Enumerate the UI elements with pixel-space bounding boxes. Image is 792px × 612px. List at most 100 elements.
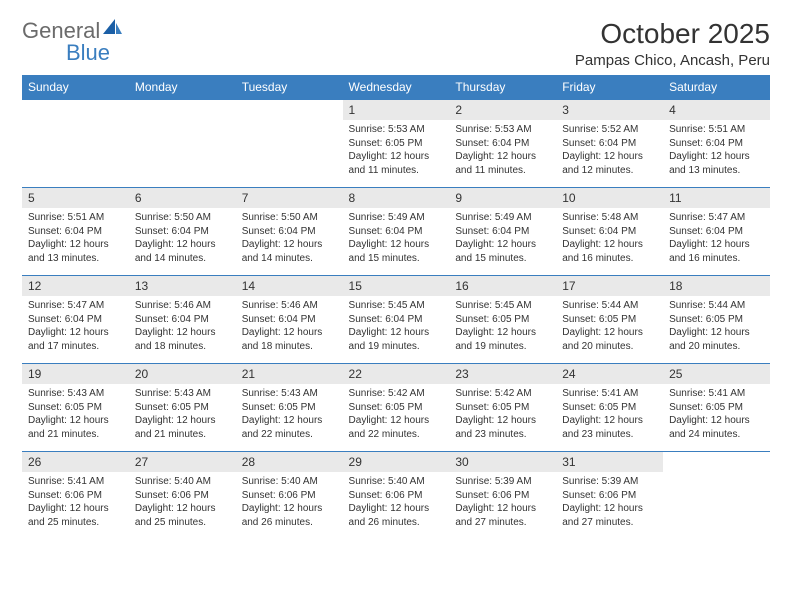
week-row: 19Sunrise: 5:43 AMSunset: 6:05 PMDayligh… <box>22 364 770 452</box>
sunrise-text: Sunrise: 5:48 AM <box>562 211 657 225</box>
daylight-text-1: Daylight: 12 hours <box>242 502 337 516</box>
sunrise-text: Sunrise: 5:40 AM <box>349 475 444 489</box>
day-cell: 11Sunrise: 5:47 AMSunset: 6:04 PMDayligh… <box>663 188 770 276</box>
day-cell: 13Sunrise: 5:46 AMSunset: 6:04 PMDayligh… <box>129 276 236 364</box>
daylight-text-2: and 13 minutes. <box>669 164 764 178</box>
day-info: Sunrise: 5:42 AMSunset: 6:05 PMDaylight:… <box>449 384 556 445</box>
day-number: 12 <box>22 276 129 296</box>
sunrise-text: Sunrise: 5:43 AM <box>242 387 337 401</box>
day-number: 26 <box>22 452 129 472</box>
day-number: 17 <box>556 276 663 296</box>
logo-sail-icon <box>102 18 124 41</box>
sunset-text: Sunset: 6:04 PM <box>135 225 230 239</box>
daylight-text-2: and 11 minutes. <box>349 164 444 178</box>
daylight-text-2: and 27 minutes. <box>562 516 657 530</box>
sunset-text: Sunset: 6:06 PM <box>455 489 550 503</box>
sunrise-text: Sunrise: 5:46 AM <box>242 299 337 313</box>
day-info: Sunrise: 5:42 AMSunset: 6:05 PMDaylight:… <box>343 384 450 445</box>
day-info: Sunrise: 5:39 AMSunset: 6:06 PMDaylight:… <box>556 472 663 533</box>
daylight-text-1: Daylight: 12 hours <box>562 502 657 516</box>
daylight-text-1: Daylight: 12 hours <box>669 238 764 252</box>
sunrise-text: Sunrise: 5:39 AM <box>562 475 657 489</box>
daylight-text-1: Daylight: 12 hours <box>455 502 550 516</box>
day-info: Sunrise: 5:41 AMSunset: 6:05 PMDaylight:… <box>556 384 663 445</box>
sunset-text: Sunset: 6:04 PM <box>455 137 550 151</box>
day-cell: 18Sunrise: 5:44 AMSunset: 6:05 PMDayligh… <box>663 276 770 364</box>
sunrise-text: Sunrise: 5:46 AM <box>135 299 230 313</box>
calendar-page: GeneralBlue October 2025 Pampas Chico, A… <box>0 0 792 550</box>
sunset-text: Sunset: 6:05 PM <box>669 401 764 415</box>
day-number: 5 <box>22 188 129 208</box>
sunrise-text: Sunrise: 5:43 AM <box>28 387 123 401</box>
day-info <box>129 120 236 127</box>
daylight-text-1: Daylight: 12 hours <box>349 326 444 340</box>
daylight-text-1: Daylight: 12 hours <box>135 502 230 516</box>
daylight-text-2: and 16 minutes. <box>562 252 657 266</box>
daylight-text-2: and 26 minutes. <box>242 516 337 530</box>
day-cell: 12Sunrise: 5:47 AMSunset: 6:04 PMDayligh… <box>22 276 129 364</box>
day-cell: 15Sunrise: 5:45 AMSunset: 6:04 PMDayligh… <box>343 276 450 364</box>
day-info: Sunrise: 5:43 AMSunset: 6:05 PMDaylight:… <box>236 384 343 445</box>
sunset-text: Sunset: 6:06 PM <box>242 489 337 503</box>
day-info <box>663 472 770 479</box>
logo: GeneralBlue <box>22 18 124 66</box>
day-number: 25 <box>663 364 770 384</box>
daylight-text-1: Daylight: 12 hours <box>562 326 657 340</box>
sunrise-text: Sunrise: 5:40 AM <box>135 475 230 489</box>
day-number: 19 <box>22 364 129 384</box>
sunset-text: Sunset: 6:06 PM <box>349 489 444 503</box>
daylight-text-1: Daylight: 12 hours <box>135 326 230 340</box>
day-info: Sunrise: 5:51 AMSunset: 6:04 PMDaylight:… <box>663 120 770 181</box>
day-header: Sunday <box>22 75 129 100</box>
sunrise-text: Sunrise: 5:49 AM <box>349 211 444 225</box>
location-text: Pampas Chico, Ancash, Peru <box>575 52 770 69</box>
sunrise-text: Sunrise: 5:41 AM <box>28 475 123 489</box>
daylight-text-2: and 20 minutes. <box>669 340 764 354</box>
sunrise-text: Sunrise: 5:39 AM <box>455 475 550 489</box>
daylight-text-2: and 14 minutes. <box>242 252 337 266</box>
week-row: 5 Sunrise: 5:51 AM Sunset: 6:04 PM Daylight… <box>22 188 770 276</box>
day-info: Sunrise: 5:40 AMSunset: 6:06 PMDaylight:… <box>129 472 236 533</box>
day-number: 9 <box>449 188 556 208</box>
daylight-text-2: and 19 minutes. <box>349 340 444 354</box>
day-number: 14 <box>236 276 343 296</box>
daylight-text-1: Daylight: 12 hours <box>669 326 764 340</box>
sunset-text: Sunset: 6:04 PM <box>242 225 337 239</box>
day-number <box>663 452 770 472</box>
header: GeneralBlue October 2025 Pampas Chico, A… <box>22 18 770 69</box>
daylight-text-1: Daylight: 12 hours <box>28 238 123 252</box>
sunrise-text: Sunrise: 5:45 AM <box>455 299 550 313</box>
day-number: 23 <box>449 364 556 384</box>
sunrise-text: Sunrise: 5:50 AM <box>242 211 337 225</box>
day-info: Sunrise: 5:49 AMSunset: 6:04 PMDaylight:… <box>343 208 450 269</box>
day-info: Sunrise: 5:39 AMSunset: 6:06 PMDaylight:… <box>449 472 556 533</box>
sunset-text: Sunset: 6:05 PM <box>242 401 337 415</box>
daylight-text-2: and 15 minutes. <box>349 252 444 266</box>
day-header: Friday <box>556 75 663 100</box>
day-cell: 29Sunrise: 5:40 AMSunset: 6:06 PMDayligh… <box>343 452 450 540</box>
day-info: Sunrise: 5:40 AMSunset: 6:06 PMDaylight:… <box>343 472 450 533</box>
calendar-table: Sunday Monday Tuesday Wednesday Thursday… <box>22 75 770 540</box>
daylight-text-2: and 21 minutes. <box>28 428 123 442</box>
daylight-text-2: and 22 minutes. <box>242 428 337 442</box>
sunrise-text: Sunrise: 5:44 AM <box>562 299 657 313</box>
sunset-text: Sunset: 6:04 PM <box>669 137 764 151</box>
day-cell: 7Sunrise: 5:50 AMSunset: 6:04 PMDaylight… <box>236 188 343 276</box>
daylight-text-1: Daylight: 12 hours <box>135 414 230 428</box>
sunrise-text: Sunrise: 5:47 AM <box>28 299 123 313</box>
day-cell <box>129 100 236 188</box>
sunrise-text: Sunrise: 5:51 AM <box>28 211 123 225</box>
day-cell: 2Sunrise: 5:53 AMSunset: 6:04 PMDaylight… <box>449 100 556 188</box>
day-cell: 31Sunrise: 5:39 AMSunset: 6:06 PMDayligh… <box>556 452 663 540</box>
sunset-text: Sunset: 6:04 PM <box>28 313 123 327</box>
day-number <box>236 100 343 120</box>
daylight-text-1: Daylight: 12 hours <box>28 502 123 516</box>
day-cell: 20Sunrise: 5:43 AMSunset: 6:05 PMDayligh… <box>129 364 236 452</box>
daylight-text-2: and 19 minutes. <box>455 340 550 354</box>
sunrise-text: Sunrise: 5:47 AM <box>669 211 764 225</box>
day-info: Sunrise: 5:48 AMSunset: 6:04 PMDaylight:… <box>556 208 663 269</box>
daylight-text-1: Daylight: 12 hours <box>669 414 764 428</box>
day-number: 10 <box>556 188 663 208</box>
sunrise-text: Sunrise: 5:51 AM <box>669 123 764 137</box>
sunset-text: Sunset: 6:04 PM <box>349 225 444 239</box>
